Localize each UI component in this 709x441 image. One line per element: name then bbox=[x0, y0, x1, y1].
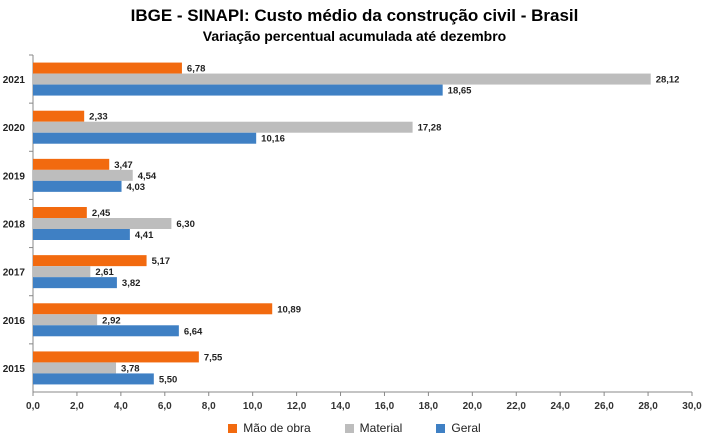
bar-value-label: 7,55 bbox=[204, 352, 223, 363]
bar-value-label: 10,89 bbox=[277, 304, 301, 315]
legend-swatch-geral bbox=[436, 423, 446, 433]
x-tick-label: 28,0 bbox=[638, 401, 658, 412]
chart-title: IBGE - SINAPI: Custo médio da construção… bbox=[130, 6, 579, 25]
x-tick-label: 26,0 bbox=[594, 401, 614, 412]
bar-value-label: 2,45 bbox=[92, 208, 111, 219]
bar bbox=[33, 266, 91, 278]
chart-subtitle: Variação percentual acumulada até dezemb… bbox=[202, 28, 507, 44]
y-tick-label: 2019 bbox=[3, 171, 26, 182]
x-tick-label: 16,0 bbox=[375, 401, 395, 412]
bar-value-label: 2,92 bbox=[102, 315, 121, 326]
bar-value-label: 6,78 bbox=[187, 64, 206, 75]
y-tick-label: 2020 bbox=[3, 123, 26, 134]
bar bbox=[33, 314, 98, 326]
y-tick-label: 2021 bbox=[3, 75, 26, 86]
bar-value-label: 28,12 bbox=[656, 75, 680, 86]
x-tick-label: 18,0 bbox=[419, 401, 439, 412]
bar bbox=[33, 158, 110, 170]
bar bbox=[33, 207, 87, 218]
bar-value-label: 3,82 bbox=[122, 278, 140, 289]
bar-value-label: 10,16 bbox=[261, 134, 285, 145]
bar bbox=[33, 303, 273, 315]
y-tick-label: 2016 bbox=[3, 316, 26, 327]
x-tick-label: 8,0 bbox=[202, 401, 216, 412]
x-tick-label: 12,0 bbox=[287, 401, 307, 412]
bar bbox=[33, 84, 443, 96]
bar-value-label: 4,03 bbox=[127, 182, 146, 193]
bar-value-label: 17,28 bbox=[418, 123, 442, 134]
bar-value-label: 3,78 bbox=[121, 363, 140, 374]
x-tick-label: 4,0 bbox=[114, 401, 128, 412]
x-tick-label: 30,0 bbox=[682, 401, 702, 412]
x-tick-label: 20,0 bbox=[463, 401, 483, 412]
bar bbox=[33, 169, 133, 181]
y-tick-label: 2018 bbox=[3, 220, 26, 231]
bar bbox=[33, 229, 130, 240]
x-tick-label: 0,0 bbox=[26, 401, 40, 412]
bar bbox=[33, 180, 122, 192]
y-tick-label: 2015 bbox=[3, 364, 26, 375]
x-tick-label: 22,0 bbox=[507, 401, 527, 412]
x-tick-label: 2,0 bbox=[70, 401, 84, 412]
legend-label-material: Material bbox=[359, 421, 403, 435]
bar bbox=[33, 62, 182, 74]
x-tick-label: 6,0 bbox=[158, 401, 172, 412]
legend-swatch-material bbox=[344, 423, 354, 433]
bar-value-label: 4,41 bbox=[135, 230, 154, 241]
bar-value-label: 18,65 bbox=[448, 86, 472, 97]
bar bbox=[33, 373, 154, 385]
bar-value-label: 5,17 bbox=[152, 256, 171, 267]
bar bbox=[33, 277, 117, 289]
bar bbox=[33, 255, 147, 267]
bar-value-label: 3,47 bbox=[114, 160, 133, 171]
bar bbox=[33, 362, 117, 374]
chart-legend: Mão de obra Material Geral bbox=[0, 421, 709, 435]
bar bbox=[33, 121, 413, 133]
x-tick-label: 24,0 bbox=[550, 401, 570, 412]
bar-value-label: 2,61 bbox=[95, 267, 114, 278]
bar-value-label: 6,30 bbox=[176, 219, 195, 230]
legend-swatch-mao-de-obra bbox=[228, 423, 238, 433]
legend-item-geral: Geral bbox=[436, 421, 481, 435]
bar bbox=[33, 73, 651, 85]
x-tick-label: 14,0 bbox=[331, 401, 351, 412]
y-tick-label: 2017 bbox=[3, 268, 26, 279]
legend-item-mao-de-obra: Mão de obra bbox=[228, 421, 311, 435]
bar-value-label: 5,50 bbox=[159, 374, 178, 385]
legend-label-mao-de-obra: Mão de obra bbox=[243, 421, 311, 435]
x-tick-label: 10,0 bbox=[243, 401, 263, 412]
bar bbox=[33, 351, 199, 363]
bar-value-label: 6,64 bbox=[184, 326, 203, 337]
bar bbox=[33, 325, 179, 337]
bar-value-label: 2,33 bbox=[89, 112, 108, 123]
legend-label-geral: Geral bbox=[451, 421, 481, 435]
bar bbox=[33, 218, 172, 229]
bar bbox=[33, 132, 257, 144]
bar-value-label: 4,54 bbox=[138, 171, 157, 182]
legend-item-material: Material bbox=[344, 421, 403, 435]
bar bbox=[33, 110, 85, 122]
